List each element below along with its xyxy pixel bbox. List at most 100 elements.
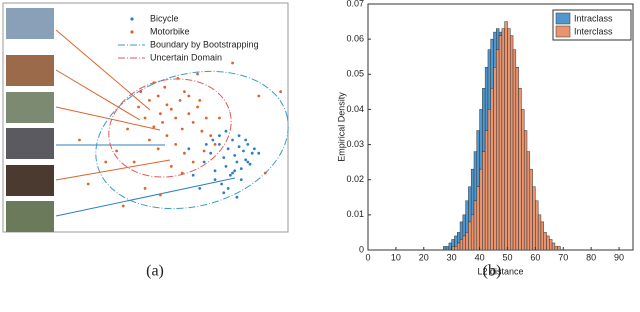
point — [161, 121, 164, 124]
bar — [462, 235, 466, 251]
bar — [490, 88, 494, 251]
y-tick-label: 0.01 — [346, 209, 364, 219]
x-tick-label: 60 — [530, 252, 540, 262]
bar — [493, 67, 497, 251]
point — [115, 149, 119, 153]
point — [202, 149, 206, 153]
bar — [479, 168, 483, 251]
point — [183, 90, 186, 93]
x-tick-label: 50 — [502, 252, 512, 262]
point — [257, 151, 261, 155]
point — [158, 193, 162, 197]
bar — [537, 214, 542, 251]
point — [246, 143, 250, 146]
bar — [484, 130, 489, 251]
point — [222, 156, 226, 160]
point — [198, 187, 202, 190]
bar — [532, 186, 536, 251]
point — [204, 143, 208, 146]
point — [191, 173, 195, 177]
point — [180, 171, 184, 175]
point — [231, 171, 234, 175]
point — [218, 116, 221, 120]
photo — [6, 201, 54, 232]
point — [126, 127, 129, 131]
legend-swatch — [555, 25, 571, 38]
point — [132, 160, 136, 164]
x-tick-label: 10 — [391, 252, 401, 262]
bar — [501, 28, 505, 251]
point — [183, 151, 186, 155]
bar — [507, 28, 511, 251]
y-tick-label: 0.05 — [346, 69, 364, 79]
point — [148, 138, 151, 142]
bar — [468, 221, 472, 251]
point — [226, 187, 230, 190]
point — [218, 143, 221, 146]
legend-label: Intraclass — [574, 13, 613, 23]
y-tick-label: 0.06 — [346, 34, 364, 44]
point — [187, 94, 191, 98]
point — [248, 162, 252, 166]
caption: (b) — [483, 263, 502, 280]
bar — [540, 221, 544, 251]
bar — [504, 21, 508, 251]
legend-swatch — [555, 12, 571, 25]
point — [169, 165, 173, 168]
legend-label: Motorbike — [150, 26, 190, 36]
bar — [445, 246, 450, 251]
x-tick-label: 80 — [586, 252, 596, 262]
point — [239, 178, 243, 182]
point — [156, 147, 160, 151]
arrow — [55, 69, 141, 121]
bar — [487, 109, 491, 251]
point — [174, 116, 178, 120]
bar — [551, 242, 556, 251]
bar — [510, 35, 514, 251]
point — [250, 151, 254, 155]
point — [235, 160, 239, 164]
bar — [554, 246, 558, 251]
point — [165, 134, 169, 138]
point — [196, 72, 199, 76]
bar — [523, 130, 528, 251]
point — [148, 99, 151, 102]
point — [237, 134, 241, 138]
point — [169, 107, 173, 111]
legend-label: Interclass — [574, 26, 613, 36]
legend-label: Uncertain Domain — [150, 52, 222, 62]
point — [231, 138, 234, 142]
point — [202, 160, 206, 164]
arrow — [55, 29, 151, 111]
point — [137, 105, 140, 109]
bar — [454, 246, 458, 251]
x-tick-label: 20 — [419, 252, 429, 262]
point — [239, 167, 243, 171]
point — [78, 138, 81, 142]
point — [213, 178, 217, 182]
point — [211, 138, 215, 142]
bar — [535, 200, 539, 251]
bar — [543, 232, 547, 251]
bar — [457, 242, 461, 251]
x-tick-label: 90 — [614, 252, 624, 262]
point — [226, 147, 230, 151]
bar — [557, 246, 561, 251]
point — [121, 204, 125, 208]
legend-marker — [130, 30, 134, 34]
y-tick-label: 0.04 — [346, 104, 364, 114]
bar — [512, 49, 517, 251]
point — [209, 151, 213, 155]
bar — [521, 109, 525, 251]
point — [213, 143, 217, 146]
point — [156, 94, 160, 98]
point — [209, 134, 213, 138]
bar — [518, 88, 522, 251]
point — [204, 116, 208, 120]
bar — [470, 214, 475, 251]
point — [178, 99, 182, 102]
bar — [473, 200, 478, 251]
point — [237, 145, 241, 149]
